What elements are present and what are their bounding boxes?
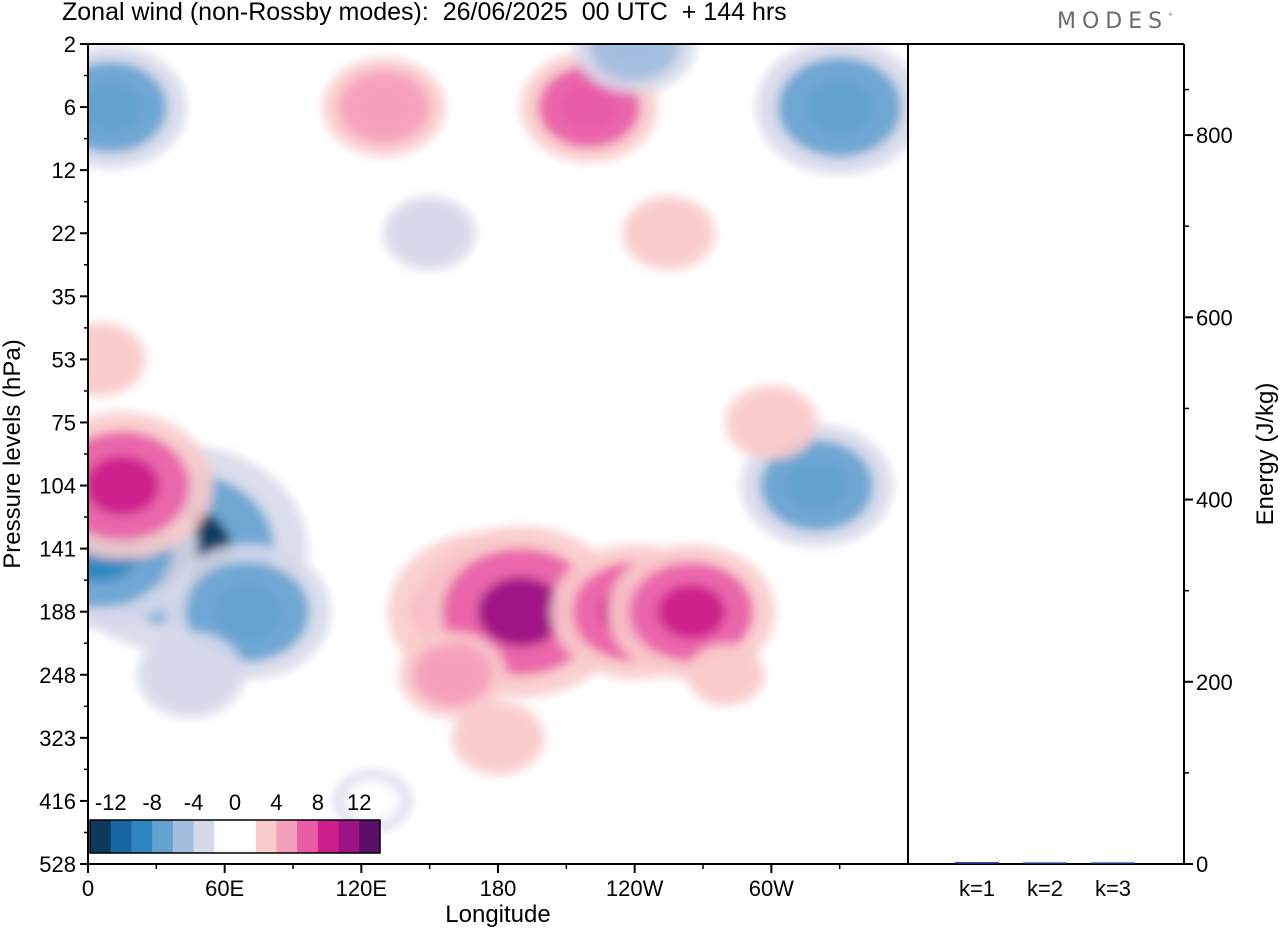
colorbar-swatch — [235, 820, 257, 853]
heatmap-feature-core — [88, 455, 160, 516]
colorbar-label: 0 — [229, 790, 241, 815]
colorbar-swatch — [193, 820, 215, 853]
brand-logo: MODES° — [1057, 9, 1173, 34]
heatmap-feature-core — [430, 657, 475, 693]
y-tick-label: 2 — [64, 32, 76, 57]
colorbar-label: 12 — [347, 790, 371, 815]
heatmap-feature-core — [359, 87, 410, 128]
heatmap-field — [88, 44, 908, 832]
y-tick-label: 141 — [39, 537, 76, 562]
colorbar-swatch — [214, 820, 236, 853]
colorbar-swatch — [152, 820, 174, 853]
brand-mark: ° — [1168, 12, 1173, 23]
y-tick-label: 248 — [39, 663, 76, 688]
energy-axis-label: Energy (J/kg) — [1252, 383, 1279, 526]
y-tick-label: 53 — [52, 347, 76, 372]
heatmap-feature-core — [785, 460, 848, 511]
heatmap-feature-core — [356, 788, 389, 814]
heatmap-feature-core — [561, 84, 618, 130]
energy-bar-label: k=3 — [1095, 876, 1131, 901]
colorbar-swatch — [338, 820, 360, 853]
y-tick-label: 12 — [52, 158, 76, 183]
y-tick-label: 323 — [39, 726, 76, 751]
heatmap-feature-core — [805, 79, 874, 135]
colorbar-swatch — [255, 820, 277, 853]
colorbar-swatch — [297, 820, 319, 853]
y-tick-label: 75 — [52, 410, 76, 435]
x-tick-label: 180 — [480, 876, 517, 901]
heatmap-feature-core — [213, 584, 282, 640]
chart-title: Zonal wind (non-Rossby modes): 26/06/202… — [62, 0, 787, 26]
heatmap-feature-core — [479, 722, 517, 753]
heatmap-feature-core — [609, 44, 660, 65]
energy-bar — [1091, 862, 1135, 864]
y-tick-label: 22 — [52, 221, 76, 246]
y-axis-label: Pressure levels (hPa) — [0, 339, 26, 568]
y-tick-label: 104 — [39, 474, 76, 499]
energy-bar-label: k=1 — [959, 876, 995, 901]
energy-bar — [955, 862, 999, 864]
colorbar-swatch — [317, 820, 340, 853]
x-tick-label: 120E — [336, 876, 387, 901]
colorbar-swatch — [172, 820, 195, 853]
energy-tick-label: 800 — [1196, 123, 1233, 148]
heatmap-feature-core — [88, 344, 119, 375]
y-tick-label: 528 — [39, 852, 76, 877]
colorbar: -12 -8 -4 0 4 8 12 — [89, 790, 381, 854]
colorbar-swatch — [276, 820, 298, 853]
heatmap-feature-core — [649, 218, 688, 249]
colorbar-frame — [89, 819, 381, 854]
energy-tick-label: 400 — [1196, 488, 1233, 513]
y-tick-label: 6 — [64, 95, 76, 120]
colorbar-swatch — [110, 820, 132, 853]
colorbar-label: -4 — [184, 790, 204, 815]
heatmap-feature-core — [752, 407, 791, 438]
heatmap-feature-core — [88, 82, 142, 133]
x-tick-label: 60W — [749, 876, 794, 901]
energy-tick-label: 200 — [1196, 670, 1233, 695]
y-tick-label: 35 — [52, 284, 76, 309]
energy-tick-label: 600 — [1196, 305, 1233, 330]
heatmap-feature-core — [410, 218, 449, 249]
y-tick-label: 188 — [39, 600, 76, 625]
heatmap-feature-core — [657, 584, 726, 640]
brand-name: MODES — [1057, 9, 1169, 34]
colorbar-swatch — [90, 820, 112, 853]
colorbar-swatch — [359, 820, 381, 853]
energy-bar-label: k=2 — [1027, 876, 1063, 901]
x-tick-label: 0 — [82, 876, 94, 901]
heatmap-feature-core — [709, 662, 742, 688]
heatmap-feature-core — [477, 576, 564, 647]
energy-bars: k=1 k=2 k=3 — [955, 862, 1135, 901]
colorbar-label: -8 — [142, 790, 162, 815]
y-tick-label: 416 — [39, 789, 76, 814]
x-tick-label: 120W — [606, 876, 664, 901]
heatmap-feature-core — [168, 657, 213, 693]
colorbar-label: 4 — [270, 790, 282, 815]
colorbar-label: 8 — [312, 790, 324, 815]
energy-tick-label: 0 — [1196, 852, 1208, 877]
colorbar-label: -12 — [95, 790, 127, 815]
x-tick-label: 60E — [205, 876, 244, 901]
x-axis-label: Longitude — [445, 901, 550, 928]
energy-bar — [1023, 862, 1067, 864]
heatmap-blobs — [88, 44, 908, 832]
colorbar-swatch — [131, 820, 153, 853]
